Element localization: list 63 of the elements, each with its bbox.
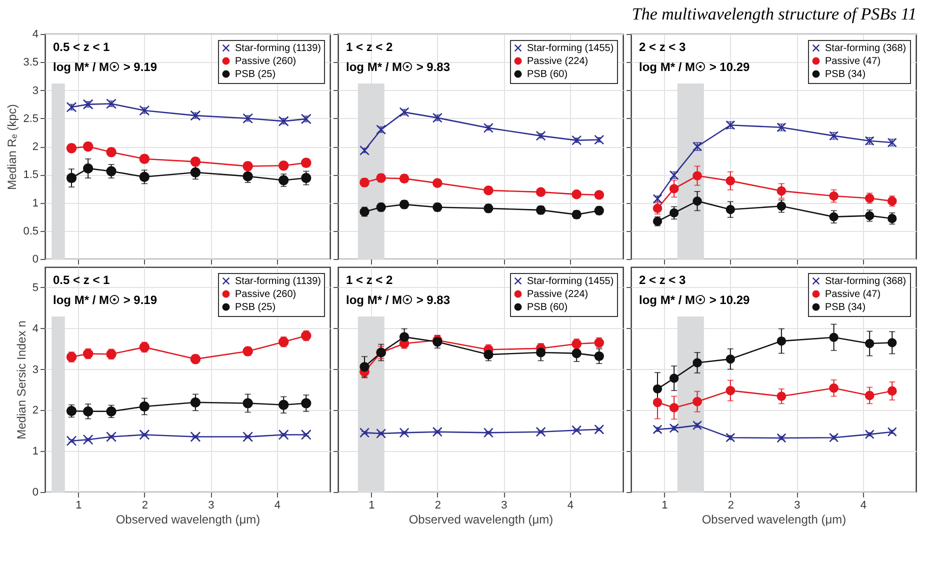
y-tick-label: 4 bbox=[32, 322, 38, 335]
x-tick-label: 2 bbox=[142, 500, 148, 512]
annotation: 2 < z < 3 bbox=[639, 273, 686, 287]
annotation: log M* / M☉ > 9.83 bbox=[346, 60, 450, 74]
x-tick-label: 3 bbox=[208, 500, 214, 512]
annotation: log M* / M☉ > 9.19 bbox=[53, 293, 158, 307]
annotation: 0.5 < z < 1 bbox=[53, 273, 110, 287]
legend-label: Star-forming (1455) bbox=[527, 43, 614, 54]
y-tick-label: 0.5 bbox=[23, 225, 38, 238]
x-tick-label: 3 bbox=[501, 500, 508, 512]
legend-label: Star-forming (1139) bbox=[235, 43, 321, 54]
y-tick-label: 3.5 bbox=[23, 56, 38, 69]
text: The multiwavelength structure of PSBs 11 bbox=[632, 4, 917, 24]
annotation: 2 < z < 3 bbox=[639, 40, 686, 54]
x-tick-label: 4 bbox=[567, 500, 574, 512]
annotation: 1 < z < 2 bbox=[346, 273, 394, 287]
annotation: 1 < z < 2 bbox=[346, 40, 394, 54]
x-tick-label: 4 bbox=[274, 500, 281, 512]
legend-label: Passive (47) bbox=[825, 289, 881, 300]
legend-label: Passive (224) bbox=[527, 56, 588, 67]
x-tick-label: 4 bbox=[860, 500, 867, 512]
y-tick-label: 1 bbox=[32, 446, 38, 458]
y-axis-title: Median Rₑ (kpc) bbox=[5, 104, 20, 190]
legend-label: Star-forming (1455) bbox=[527, 276, 614, 287]
legend-label: PSB (25) bbox=[235, 69, 276, 80]
legend-label: PSB (60) bbox=[527, 69, 568, 80]
x-tick-label: 3 bbox=[794, 500, 800, 512]
legend-label: Star-forming (368) bbox=[825, 276, 906, 287]
legend-label: Passive (260) bbox=[235, 289, 296, 300]
y-tick-label: 2 bbox=[32, 141, 38, 153]
y-tick-label: 4 bbox=[32, 28, 38, 40]
legend-label: PSB (25) bbox=[235, 302, 276, 313]
x-tick-label: 2 bbox=[728, 500, 734, 512]
legend-label: PSB (60) bbox=[527, 302, 568, 313]
annotation: log M* / M☉ > 10.29 bbox=[639, 293, 750, 307]
y-tick-label: 3 bbox=[32, 84, 38, 97]
x-axis-title: Observed wavelength (μm) bbox=[702, 512, 846, 526]
annotation: log M* / M☉ > 9.19 bbox=[53, 60, 158, 74]
legend-label: Passive (47) bbox=[825, 56, 881, 67]
legend-label: Passive (260) bbox=[235, 56, 296, 67]
y-tick-label: 3 bbox=[32, 364, 38, 376]
x-tick-label: 1 bbox=[368, 500, 375, 512]
legend-label: PSB (34) bbox=[825, 302, 866, 313]
annotation: log M* / M☉ > 9.83 bbox=[346, 293, 450, 307]
y-tick-label: 0 bbox=[32, 486, 38, 498]
y-tick-label: 5 bbox=[32, 282, 38, 294]
x-tick-label: 1 bbox=[662, 500, 668, 512]
annotation: 0.5 < z < 1 bbox=[53, 40, 110, 54]
y-tick-label: 2 bbox=[32, 404, 38, 417]
legend-label: Passive (224) bbox=[527, 289, 588, 300]
y-tick-label: 1.5 bbox=[23, 169, 38, 182]
legend-label: PSB (34) bbox=[825, 69, 866, 80]
y-axis-title: Median Sersic Index n bbox=[14, 320, 28, 440]
y-tick-label: 1 bbox=[32, 197, 38, 210]
x-tick-label: 1 bbox=[76, 500, 82, 512]
y-tick-label: 0 bbox=[32, 254, 38, 266]
legend-label: Star-forming (1139) bbox=[235, 276, 321, 287]
x-axis-title: Observed wavelength (μm) bbox=[116, 512, 260, 526]
x-tick-label: 2 bbox=[434, 500, 441, 512]
legend-label: Star-forming (368) bbox=[825, 43, 906, 54]
y-tick-label: 2.5 bbox=[23, 112, 38, 125]
annotation: log M* / M☉ > 10.29 bbox=[639, 60, 750, 74]
x-axis-title: Observed wavelength (μm) bbox=[408, 512, 554, 526]
